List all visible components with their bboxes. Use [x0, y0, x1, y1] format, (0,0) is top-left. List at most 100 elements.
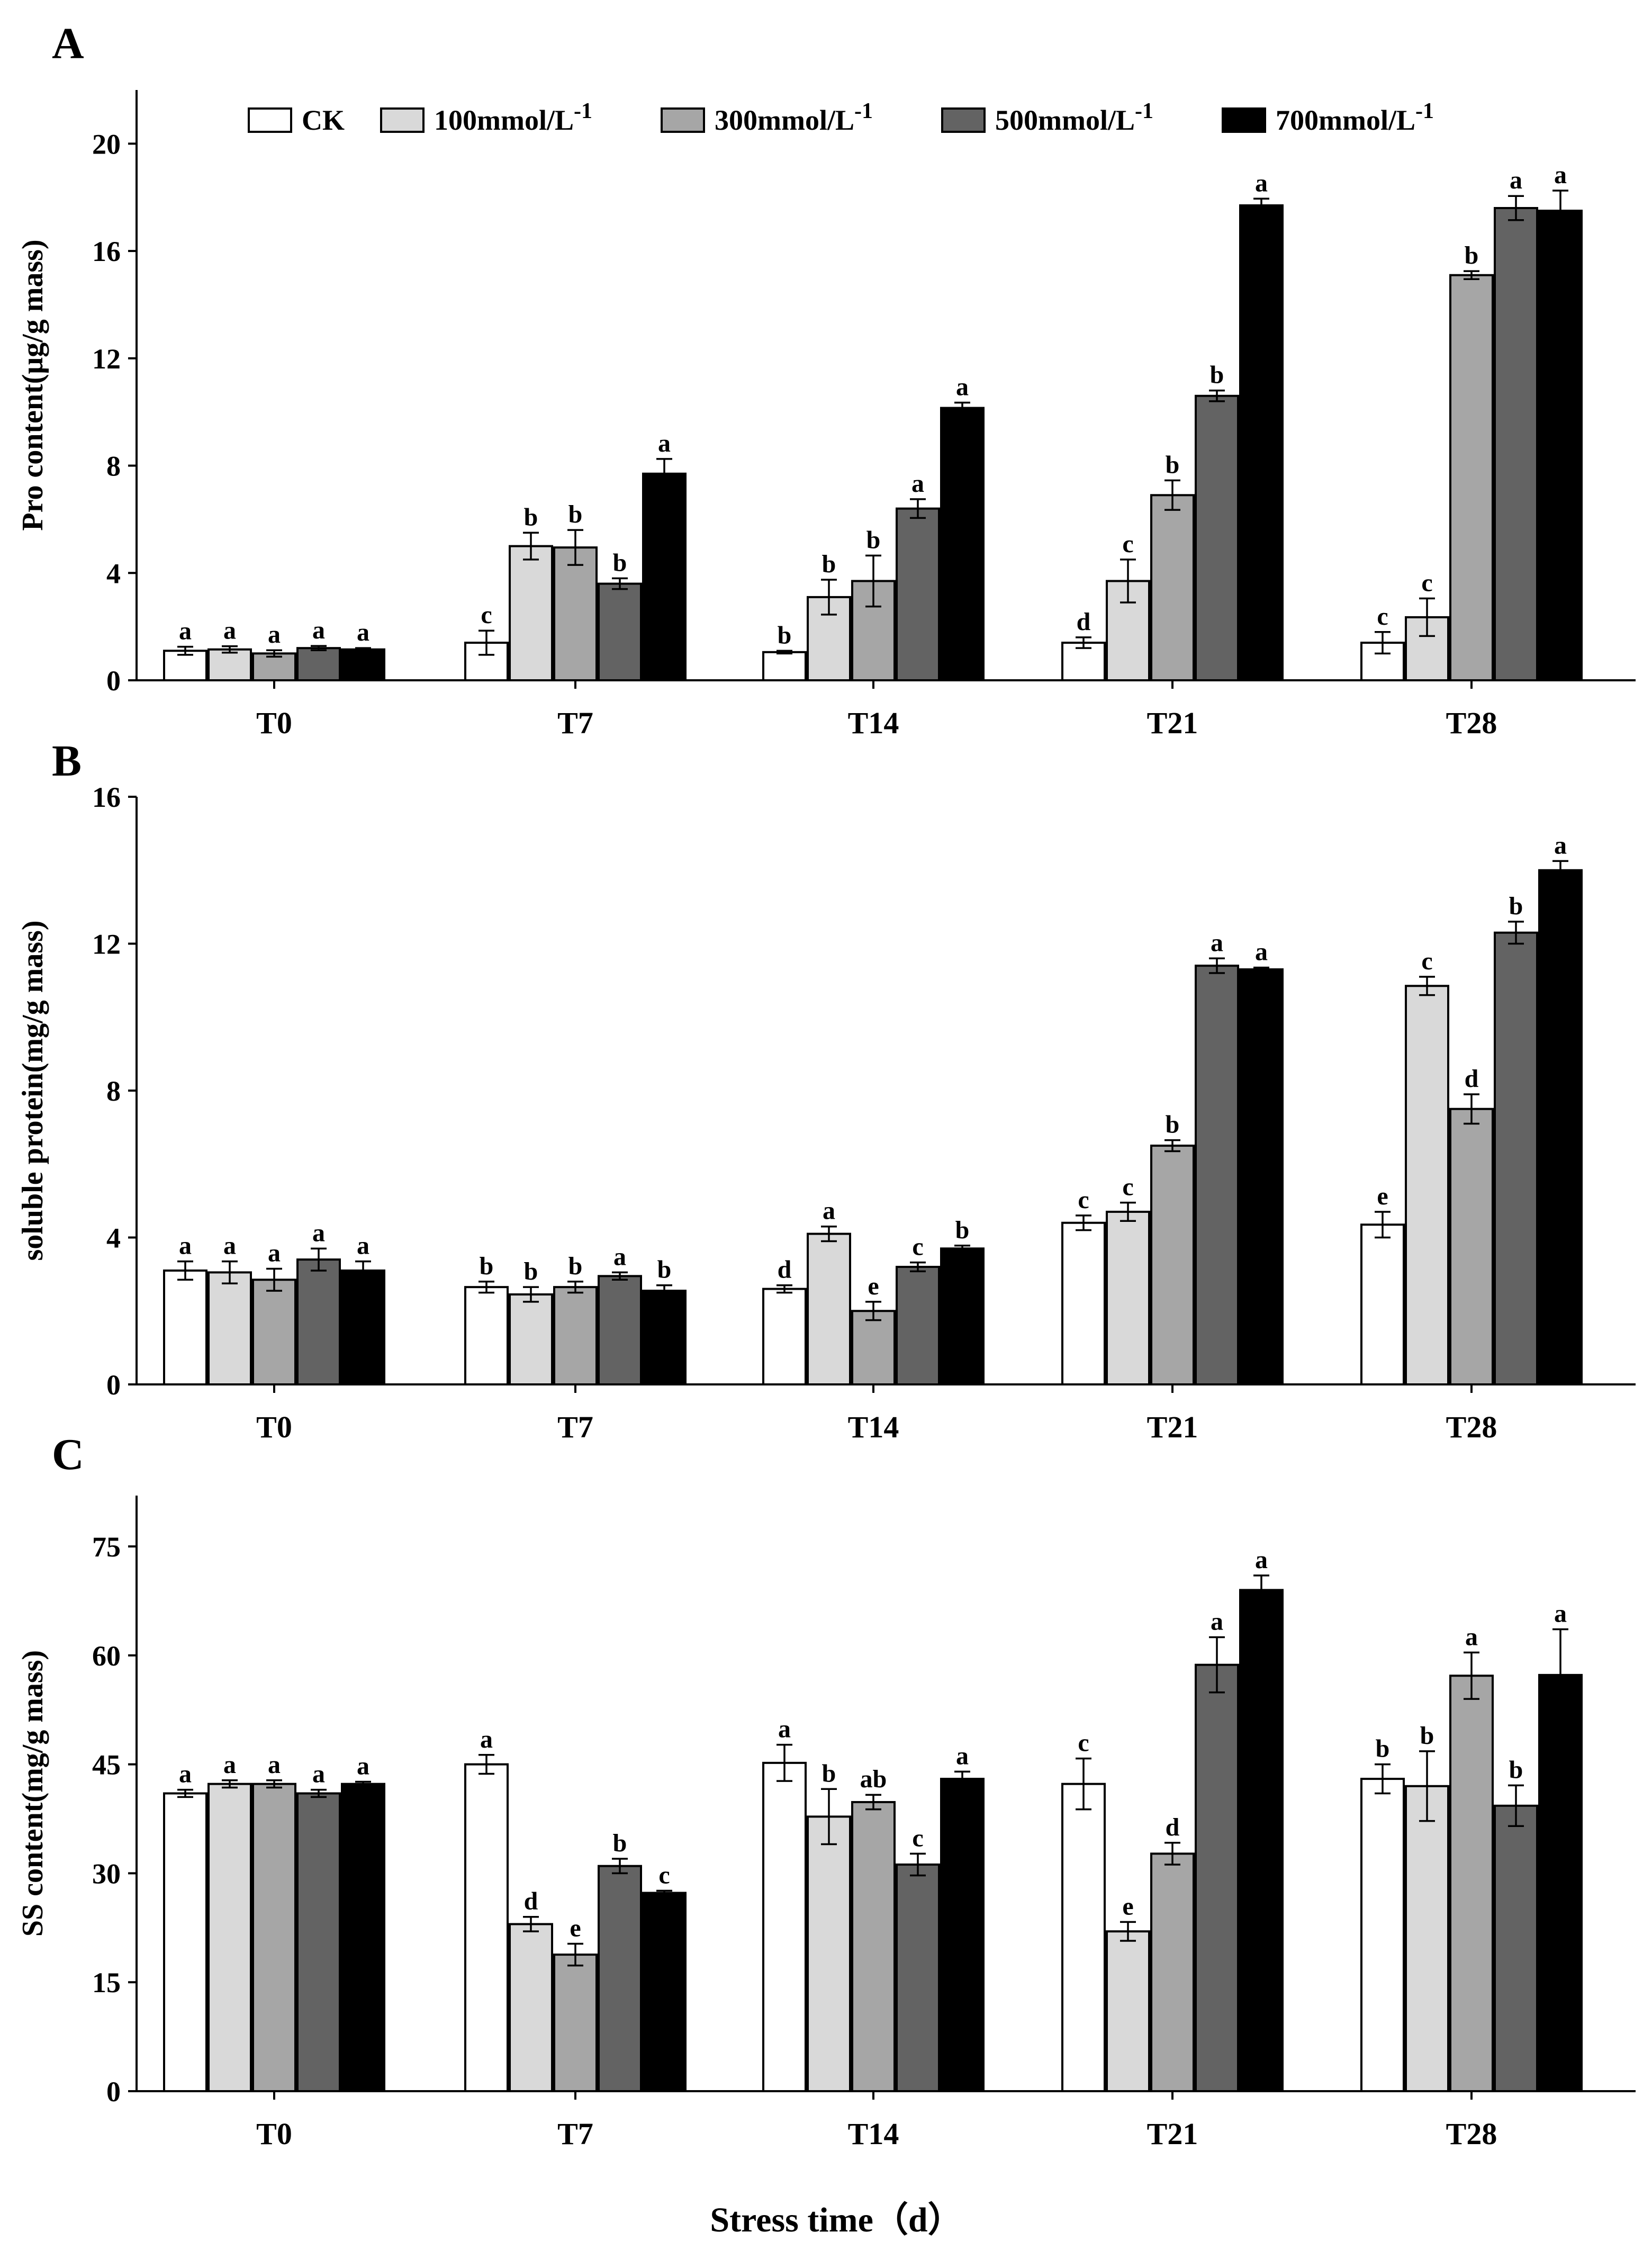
- error-bar: [865, 554, 881, 608]
- significance-letter: a: [613, 1243, 626, 1271]
- significance-letter: a: [956, 373, 969, 401]
- error-bar: [1375, 1211, 1391, 1239]
- significance-letter: b: [822, 550, 836, 578]
- significance-letter: a: [1255, 938, 1268, 966]
- bar: [1360, 1778, 1405, 2093]
- error-bar: [1419, 976, 1435, 996]
- bar: [1449, 1675, 1494, 2092]
- error-bar: [523, 1915, 539, 1932]
- bar: [296, 647, 341, 681]
- significance-letter: a: [911, 470, 924, 498]
- error-bar: [1209, 1636, 1225, 1694]
- y-tick-label: 12: [92, 929, 121, 960]
- error-bar: [1164, 479, 1180, 511]
- bar: [1239, 1589, 1284, 2093]
- bar: [509, 1923, 553, 2092]
- error-bar: [1209, 957, 1225, 974]
- error-bar: [954, 1245, 970, 1253]
- error-bar: [311, 1788, 327, 1798]
- y-tick-label: 30: [92, 1858, 121, 1889]
- x-tick-label: T0: [256, 1410, 292, 1444]
- error-bar: [1464, 1093, 1479, 1125]
- significance-letter: a: [480, 1725, 493, 1753]
- error-bar: [910, 498, 926, 519]
- significance-letter: d: [1465, 1065, 1479, 1093]
- error-bar: [266, 649, 282, 658]
- significance-letter: a: [268, 1751, 281, 1779]
- bar: [207, 648, 252, 682]
- significance-letter: b: [568, 500, 583, 528]
- bar: [1494, 1804, 1538, 2093]
- panel-letter-c: C: [52, 1430, 84, 1479]
- error-bar: [355, 1260, 371, 1281]
- significance-letter: b: [613, 1829, 627, 1857]
- error-bar: [1464, 1651, 1479, 1700]
- significance-letter: b: [1465, 241, 1479, 269]
- bar: [1150, 1145, 1195, 1385]
- error-bar: [910, 1261, 926, 1273]
- significance-letter: d: [524, 1887, 538, 1915]
- bar: [1239, 204, 1284, 681]
- panel-letter-b: B: [52, 736, 82, 786]
- error-bar: [266, 1267, 282, 1292]
- error-bar: [177, 645, 193, 656]
- error-bar: [612, 1858, 628, 1875]
- error-bar: [222, 1779, 238, 1789]
- x-tick-label: T7: [557, 706, 593, 740]
- bar: [1538, 210, 1583, 681]
- error-bar: [1164, 1842, 1180, 1866]
- bar: [940, 1247, 985, 1385]
- significance-letter: a: [223, 1751, 236, 1779]
- significance-letter: a: [357, 1752, 369, 1780]
- error-bar: [656, 1889, 672, 1896]
- significance-letter: e: [570, 1914, 581, 1942]
- panel-c-chart: 0 15 30 45 60 75 T0 T7 T14 T21 T28 SS content(mg/g …: [16, 1496, 1636, 2151]
- error-bar: [1375, 1763, 1391, 1795]
- error-bar: [1253, 966, 1269, 973]
- error-bar: [656, 1284, 672, 1298]
- significance-letter: a: [658, 429, 671, 457]
- bar: [598, 582, 642, 681]
- x-tick-label: T28: [1446, 706, 1497, 740]
- significance-letter: d: [778, 1256, 792, 1284]
- x-tick-label: T28: [1446, 2117, 1497, 2151]
- x-tick-label: T21: [1147, 706, 1198, 740]
- error-bar: [1076, 1214, 1091, 1231]
- significance-letter: e: [1377, 1182, 1388, 1210]
- legend-superscript: -1: [1415, 99, 1434, 123]
- significance-letter: b: [1420, 1722, 1434, 1750]
- error-bar: [1120, 1921, 1136, 1942]
- error-bar: [1464, 270, 1479, 281]
- bar: [341, 648, 385, 682]
- x-tick-label: T14: [848, 1410, 899, 1444]
- error-bar: [1552, 1628, 1568, 1722]
- bar: [509, 545, 553, 682]
- significance-letter: a: [1510, 166, 1522, 194]
- significance-letter: c: [1122, 530, 1133, 558]
- error-bar: [612, 577, 628, 590]
- bar: [553, 1954, 598, 2093]
- error-bar: [821, 1225, 837, 1243]
- significance-letter: a: [357, 1232, 369, 1260]
- bar: [1195, 965, 1239, 1385]
- y-tick-label: 16: [92, 236, 121, 267]
- bar: [163, 1269, 207, 1385]
- significance-letter: a: [179, 1760, 192, 1788]
- x-tick-label: T0: [256, 2117, 292, 2151]
- significance-letter: b: [866, 526, 881, 554]
- significance-letter: a: [1255, 1546, 1268, 1574]
- bar: [207, 1783, 252, 2092]
- error-bar: [1253, 1574, 1269, 1606]
- error-bar: [1120, 559, 1136, 604]
- significance-letter: a: [1211, 1608, 1223, 1636]
- bar: [1061, 1783, 1106, 2092]
- significance-letter: a: [179, 1232, 192, 1260]
- bar: [896, 507, 940, 681]
- bar: [252, 1279, 296, 1385]
- error-bar: [266, 1779, 282, 1789]
- legend-label: CK: [302, 104, 345, 136]
- x-tick-label: T7: [557, 1410, 593, 1444]
- legend: CK 100mmol/L-1 300mmol/L-1 500mmol/L-1 700mm…: [248, 99, 1434, 136]
- bar: [1195, 394, 1239, 681]
